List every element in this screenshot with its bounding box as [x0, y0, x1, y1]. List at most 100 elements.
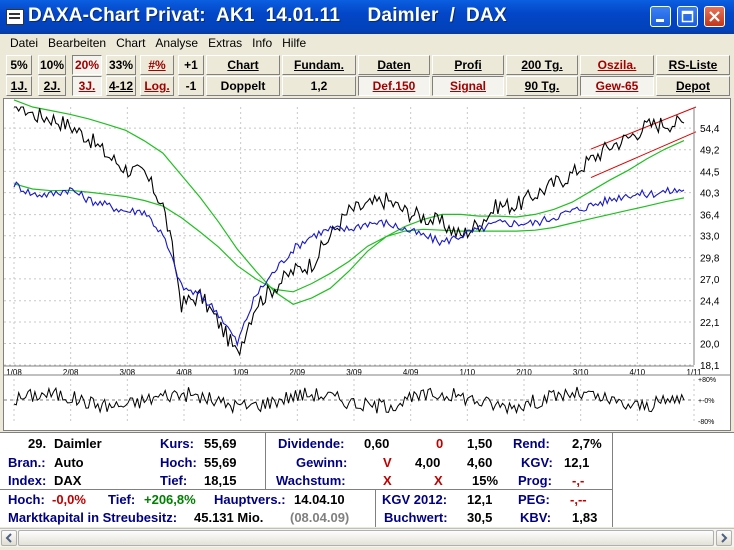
zoom-5-button[interactable]: 5% — [6, 55, 32, 75]
gewinn-value-1: 4,00 — [415, 455, 441, 470]
index-label: Index: — [8, 473, 47, 488]
daten-button[interactable]: Daten — [358, 55, 430, 75]
marktkapital-date: (08.04.09) — [290, 510, 350, 525]
hauptversammlung-label: Hauptvers.: — [214, 492, 286, 507]
kgv-2012-label: KGV 2012: — [382, 492, 448, 507]
window-title: DAXA-Chart Privat: AK1 14.01.11 Daimler … — [28, 5, 507, 26]
x-tick-label: 4/10 — [630, 368, 646, 377]
peg-value: -,-- — [570, 492, 587, 507]
doppelt-button[interactable]: Doppelt — [206, 76, 280, 96]
tief-pct-label: Tief: — [108, 492, 136, 507]
y-tick-label: 27,0 — [700, 275, 720, 286]
zoom-custom-button[interactable]: #% — [140, 55, 174, 75]
marktkapital-value: 45.131 Mio. — [194, 510, 264, 525]
close-button[interactable] — [704, 6, 725, 27]
depot-button[interactable]: Depot — [656, 76, 730, 96]
gewinn-label: Gewinn: — [296, 455, 348, 470]
scroll-left-button[interactable] — [1, 530, 17, 546]
menu-extras[interactable]: Extras — [208, 36, 243, 50]
close-icon — [709, 11, 720, 22]
zoom-33-button[interactable]: 33% — [106, 55, 136, 75]
oscillator-tick-label: -80% — [698, 419, 714, 426]
rendite-value: 2,7% — [572, 436, 602, 451]
x-tick-label: 2/08 — [63, 368, 79, 377]
signal-button[interactable]: Signal — [432, 76, 504, 96]
branche-label: Bran.: — [8, 455, 46, 470]
stock-name[interactable]: Daimler — [54, 436, 102, 451]
info-panel: 29. Daimler Bran.: Auto Index: DAX Kurs:… — [0, 432, 734, 527]
y-axis: 54,4 49,2 44,5 40,3 36,4 33,0 29,8 27,0 24,4 22,1… — [693, 107, 720, 372]
index-line — [13, 181, 685, 348]
period-3j-button[interactable]: 3J. — [72, 76, 102, 96]
oszillator-button[interactable]: Oszila. — [580, 55, 654, 75]
prognose-label: Prog: — [518, 473, 552, 488]
x-axis: 1/08 2/08 3/08 4/08 1/09 2/09 3/09 4/09 1/10 2/10… — [4, 365, 703, 377]
moving-average-line — [13, 99, 685, 305]
gew-65-button[interactable]: Gew-65 — [580, 76, 654, 96]
dividende-label: Dividende: — [278, 436, 345, 451]
rs-liste-button[interactable]: RS-Liste — [656, 55, 730, 75]
buchwert-value: 30,5 — [467, 510, 493, 525]
menu-bearbeiten[interactable]: Bearbeiten — [48, 36, 107, 50]
menu-hilfe[interactable]: Hilfe — [282, 36, 307, 50]
x-tick-label: 2/09 — [290, 368, 306, 377]
plus-one-button[interactable]: +1 — [178, 55, 204, 75]
prognose-value: -,- — [572, 473, 585, 488]
y-tick-label: 33,0 — [700, 232, 720, 243]
wachstum-label: Wachstum: — [276, 473, 346, 488]
dividende-value-3: 1,50 — [467, 436, 493, 451]
oscillator-tick-label: +80% — [698, 377, 716, 384]
kbv-label: KBV: — [520, 510, 552, 525]
toolbar: 5% 10% 20% 33% #% +1 Chart Fundam. Daten… — [0, 53, 734, 97]
period-2j-button[interactable]: 2J. — [38, 76, 66, 96]
y-tick-label: 29,8 — [700, 254, 720, 265]
zoom-10-button[interactable]: 10% — [38, 55, 66, 75]
x-tick-label: 1/11 — [687, 368, 703, 377]
gewinn-value-2: 4,60 — [467, 455, 493, 470]
peg-label: PEG: — [518, 492, 550, 507]
arrow-right-icon — [721, 533, 728, 543]
profi-button[interactable]: Profi — [432, 55, 504, 75]
wachstum-pct: 15% — [472, 473, 499, 488]
menu-chart[interactable]: Chart — [116, 36, 146, 50]
menu-datei[interactable]: Datei — [10, 36, 39, 50]
90-tage-button[interactable]: 90 Tg. — [506, 76, 578, 96]
log-scale-button[interactable]: Log. — [140, 76, 174, 96]
chart-area[interactable]: 54,4 49,2 44,5 40,3 36,4 33,0 29,8 27,0 24,4 22,1… — [3, 98, 731, 431]
scroll-thumb[interactable] — [18, 530, 714, 546]
period-4-12-button[interactable]: 4-12 — [106, 76, 136, 96]
chart-button[interactable]: Chart — [206, 55, 280, 75]
wachstum-mark-1: X — [383, 473, 392, 488]
x-tick-label: 1/10 — [460, 368, 476, 377]
app-icon[interactable] — [6, 9, 24, 25]
menu-bar: Datei Bearbeiten Chart Analyse Extras Info Hil… — [0, 34, 734, 53]
info-grid-lines — [0, 432, 734, 527]
gewinn-flag: V — [383, 455, 392, 470]
x-tick-label: 1/09 — [233, 368, 249, 377]
kgv-label: KGV: — [521, 455, 553, 470]
kurs-value: 55,69 — [204, 436, 237, 451]
scroll-right-button[interactable] — [716, 530, 732, 546]
200-tage-button[interactable]: 200 Tg. — [506, 55, 578, 75]
moving-average-line — [13, 183, 685, 293]
oscillator-tick-label: +-0% — [698, 398, 715, 405]
y-tick-label: 22,1 — [700, 318, 720, 329]
kbv-value: 1,83 — [572, 510, 598, 525]
menu-info[interactable]: Info — [252, 36, 273, 50]
period-1j-button[interactable]: 1J. — [6, 76, 32, 96]
fundam-button[interactable]: Fundam. — [282, 55, 356, 75]
horizontal-scrollbar[interactable] — [0, 528, 734, 547]
oscillator-line — [13, 386, 685, 415]
def-150-button[interactable]: Def.150 — [358, 76, 430, 96]
hoch-pct-label: Hoch: — [8, 492, 45, 507]
wachstum-mark-2: X — [434, 473, 443, 488]
menu-analyse[interactable]: Analyse — [155, 36, 199, 50]
scale-1-2-button[interactable]: 1,2 — [282, 76, 356, 96]
zoom-20-button[interactable]: 20% — [72, 55, 102, 75]
channel-lower-line — [590, 131, 697, 178]
maximize-button[interactable] — [677, 6, 698, 27]
minimize-button[interactable] — [650, 6, 671, 27]
minus-one-button[interactable]: -1 — [178, 76, 204, 96]
stock-rank: 29. — [28, 436, 47, 451]
rendite-label: Rend: — [513, 436, 550, 451]
